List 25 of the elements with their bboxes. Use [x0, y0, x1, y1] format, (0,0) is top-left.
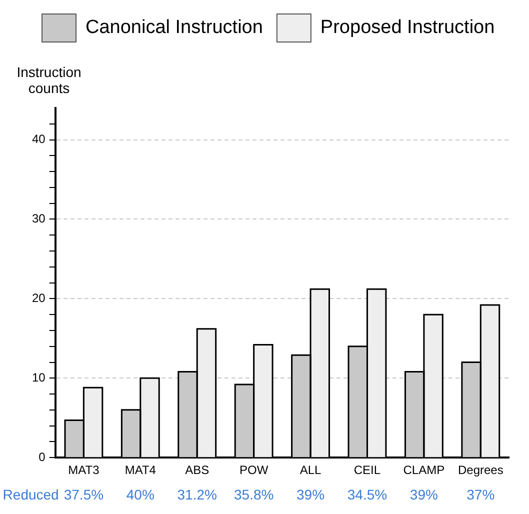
x-tick-label: POW	[239, 463, 269, 478]
x-tick-label: ABS	[185, 463, 210, 478]
text: 34.5%	[347, 486, 388, 502]
x-tick-label: Degrees	[458, 463, 504, 478]
y-tick-label: 40	[32, 132, 46, 146]
text: 39%	[410, 486, 438, 502]
text: Reduced	[2, 486, 59, 502]
y-tick-label: 0	[38, 450, 46, 464]
text: 39%	[296, 486, 325, 502]
y-tick-label: 10	[32, 370, 46, 384]
legend-label: Canonical Instruction	[86, 17, 263, 38]
text: 37.5%	[64, 486, 104, 502]
text: 35.8%	[234, 486, 274, 502]
x-tick-label: ALL	[300, 463, 322, 478]
y-tick-label: 30	[32, 212, 46, 226]
x-tick-label: MAT4	[124, 463, 156, 478]
text: 40%	[126, 486, 154, 502]
y-tick-label: 20	[32, 291, 46, 306]
legend-label: Proposed Instruction	[320, 17, 495, 38]
x-tick-label: CEIL	[354, 463, 381, 478]
text: 31.2%	[177, 486, 217, 502]
y-axis-title: Instruction counts	[16, 64, 82, 96]
text: 37%	[466, 486, 495, 502]
x-tick-label: MAT3	[68, 463, 100, 478]
x-tick-label: CLAMP	[403, 463, 445, 478]
